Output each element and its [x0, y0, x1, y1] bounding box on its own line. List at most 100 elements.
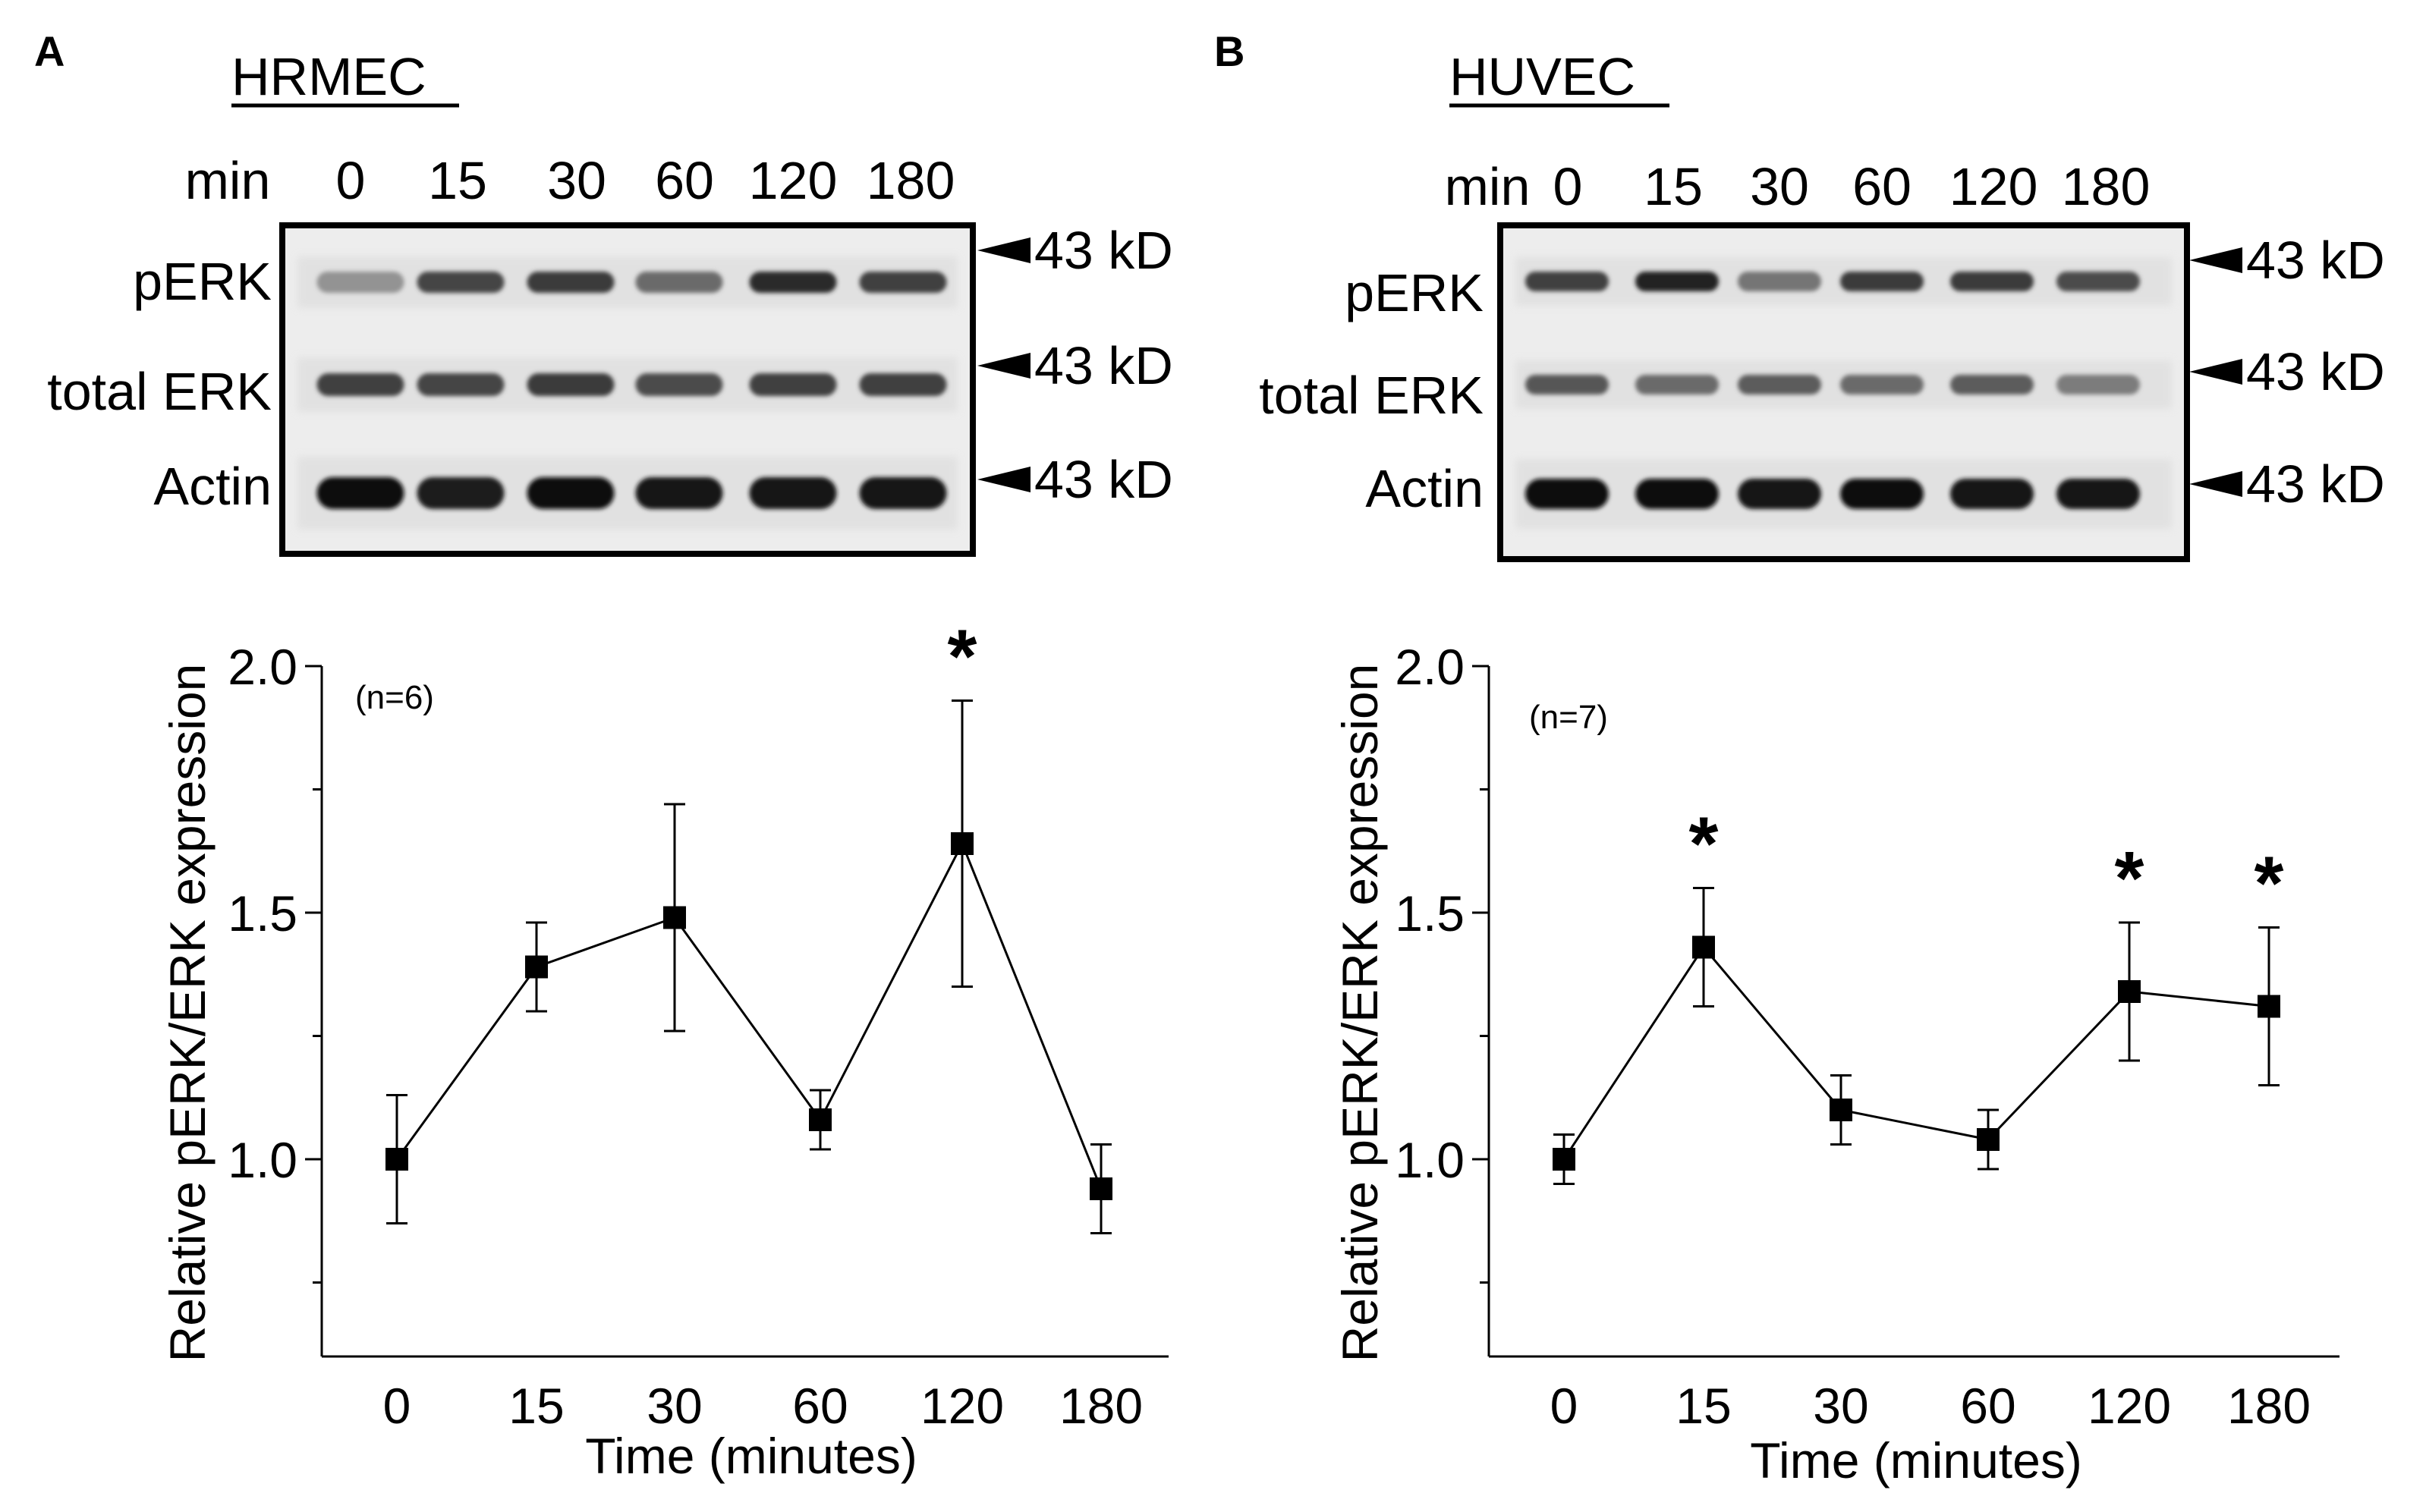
blot-band	[316, 373, 404, 396]
blot-band	[859, 272, 947, 293]
panel-title: HRMEC	[231, 47, 426, 106]
x-tick-label: 0	[1550, 1378, 1578, 1434]
y-tick-label: 1.0	[228, 1132, 297, 1188]
sample-size-label: (n=7)	[1529, 699, 1608, 736]
significance-asterisk: *	[1689, 802, 1719, 887]
marker-arrow-icon	[2189, 471, 2242, 497]
blot-band	[316, 272, 404, 293]
blot-band	[859, 373, 947, 396]
y-tick-label: 1.0	[1395, 1132, 1465, 1188]
x-tick-label: 120	[2088, 1378, 2171, 1434]
marker-label: 43 kD	[2246, 231, 2385, 290]
x-axis-label: Time (minutes)	[585, 1428, 917, 1484]
y-tick-label: 2.0	[1395, 639, 1465, 695]
blot-band	[635, 272, 723, 293]
x-tick-label: 60	[792, 1378, 848, 1434]
marker-label: 43 kD	[1034, 336, 1173, 395]
blot-band	[1635, 479, 1719, 509]
blot-row-label: total ERK	[47, 362, 272, 421]
blot-band	[1950, 479, 2034, 509]
blot-band	[1738, 272, 1821, 291]
series-line	[1562, 945, 2270, 1160]
marker-arrow-icon	[2189, 359, 2242, 385]
lane-time-label: 180	[2062, 157, 2151, 216]
blot-band	[1525, 479, 1609, 509]
marker-label: 43 kD	[1034, 450, 1173, 509]
blot-band	[1840, 272, 1924, 291]
blot-band	[749, 272, 837, 293]
marker-arrow-icon	[2189, 247, 2242, 273]
x-tick-label: 180	[2227, 1378, 2311, 1434]
significance-asterisk: *	[2255, 841, 2284, 926]
blot-band	[316, 477, 404, 509]
lane-time-label: 30	[547, 151, 606, 210]
data-point	[951, 832, 974, 855]
lane-time-label: 30	[1750, 157, 1809, 216]
blot-band	[1738, 375, 1821, 395]
marker-label: 43 kD	[2246, 342, 2385, 401]
x-tick-label: 120	[920, 1378, 1004, 1434]
panel-b: B HUVEC min 0 15 30 60 120 180 pERK total ERK Actin…	[1214, 27, 2385, 1488]
lane-time-label: 0	[336, 151, 366, 210]
marker-arrow-icon	[977, 467, 1030, 492]
significance-asterisk: *	[948, 615, 977, 699]
blot-row-label: pERK	[133, 252, 272, 311]
panel-a: A HRMEC min 0 15 30 60 120 180 pERK total ERK Actin…	[34, 27, 1173, 1484]
x-tick-label: 180	[1059, 1378, 1143, 1434]
blot-band	[1840, 375, 1924, 395]
sample-size-label: (n=6)	[355, 679, 434, 716]
data-point	[2258, 995, 2280, 1018]
x-tick-label: 30	[647, 1378, 702, 1434]
lane-time-label: 180	[867, 151, 955, 210]
blot-band	[749, 477, 837, 509]
blot-band	[1635, 272, 1719, 291]
lane-time-label: 120	[749, 151, 838, 210]
blot-row-background	[297, 357, 958, 412]
panel-title: HUVEC	[1449, 47, 1635, 106]
data-point	[663, 906, 686, 929]
x-tick-label: 30	[1813, 1378, 1868, 1434]
blot-row-background	[297, 457, 958, 530]
y-tick-label: 1.5	[228, 885, 297, 941]
y-tick-label: 1.5	[1395, 885, 1465, 941]
blot-band	[859, 477, 947, 509]
blot-band	[1525, 272, 1609, 291]
blot-band	[1950, 272, 2034, 291]
marker-arrow-icon	[977, 237, 1030, 263]
blot-band	[1950, 375, 2034, 395]
significance-asterisk: *	[2115, 836, 2144, 921]
x-tick-label: 60	[1960, 1378, 2015, 1434]
blot-band	[417, 272, 505, 293]
blot-band	[1738, 479, 1821, 509]
data-point	[1553, 1148, 1575, 1171]
marker-label: 43 kD	[2246, 454, 2385, 514]
data-point	[809, 1108, 832, 1131]
lane-time-label: 120	[1949, 157, 2038, 216]
lane-time-label: 60	[1852, 157, 1912, 216]
line-chart: 1.0 1.5 2.0 0 15 30 60 120 180 Relative pERK/ERK …	[159, 615, 1169, 1484]
x-tick-label: 15	[508, 1378, 564, 1434]
lane-time-label: 60	[655, 151, 714, 210]
western-blot	[279, 222, 976, 557]
blot-band	[527, 373, 615, 396]
data-point	[525, 955, 548, 979]
blot-band	[749, 373, 837, 396]
lane-time-label: 15	[428, 151, 487, 210]
x-axis-label: Time (minutes)	[1750, 1432, 2082, 1488]
data-point	[2118, 980, 2141, 1003]
time-header-label: min	[185, 151, 271, 210]
blot-band	[2056, 479, 2140, 509]
blot-band	[2056, 272, 2140, 291]
blot-band	[527, 272, 615, 293]
blot-row-label: pERK	[1345, 263, 1484, 322]
blot-band	[635, 373, 723, 396]
blot-band	[417, 477, 505, 509]
blot-row-label: Actin	[153, 457, 272, 516]
marker-label: 43 kD	[1034, 221, 1173, 280]
y-axis-label: Relative pERK/ERK expression	[159, 664, 216, 1363]
marker-arrow-icon	[977, 353, 1030, 379]
time-header-label: min	[1445, 157, 1531, 216]
blot-band	[1635, 375, 1719, 395]
blot-row-label: total ERK	[1259, 366, 1484, 425]
